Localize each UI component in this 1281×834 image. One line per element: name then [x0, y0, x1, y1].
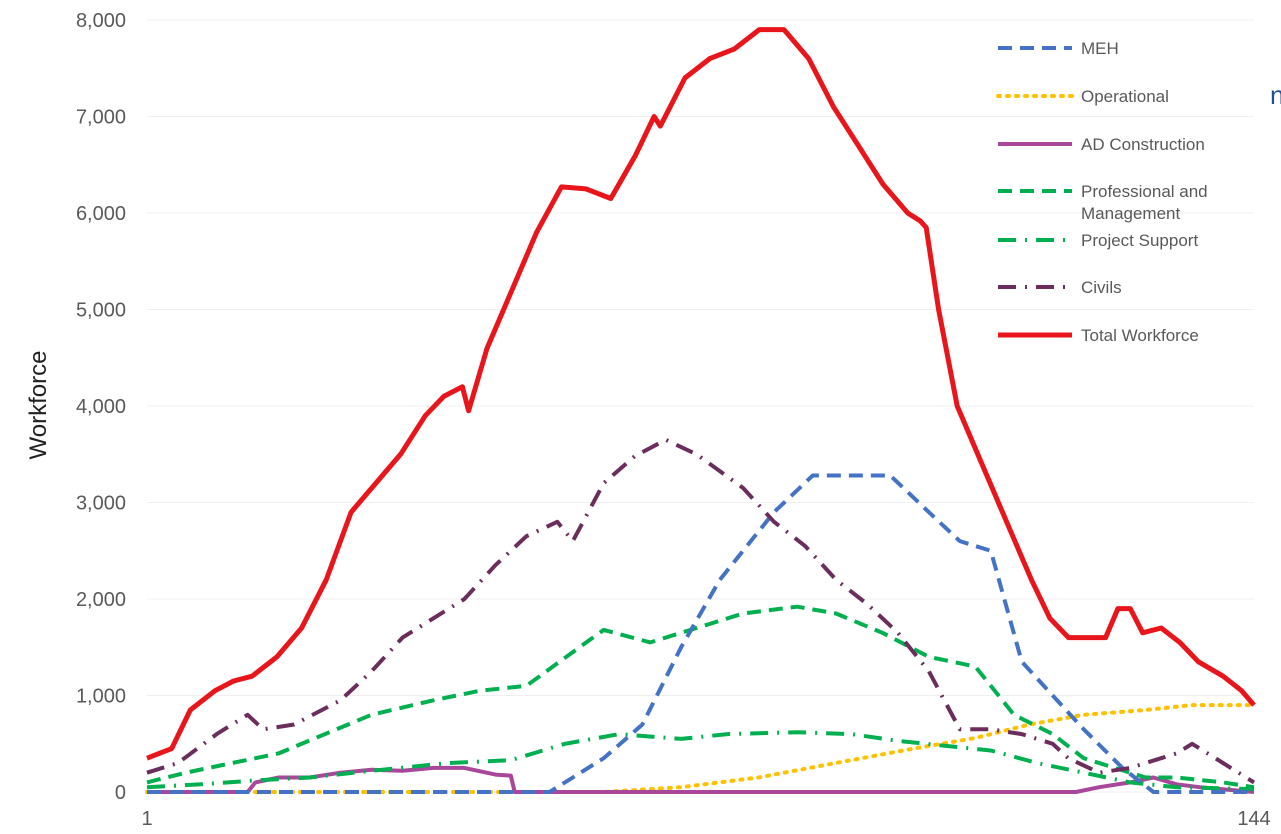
legend-label: Operational: [1081, 87, 1169, 106]
legend-label: MEH: [1081, 39, 1119, 58]
y-axis-label: Workforce: [25, 351, 52, 460]
y-tick-label: 4,000: [76, 396, 126, 418]
y-tick-label: 3,000: [76, 493, 126, 515]
legend: MEH Operational AD Construction Professiona…: [996, 39, 1208, 345]
legend-label: Civils: [1081, 278, 1122, 297]
series-line-professional-and-management: [146, 604, 1255, 790]
y-tick-label: 6,000: [76, 203, 126, 225]
legend-label: Professional and Management: [1081, 182, 1208, 223]
y-tick-label: 5,000: [76, 300, 126, 322]
y-axis-tick-labels: 0 1,000 2,000 3,000 4,000 5,000 6,000 7,000 8,00…: [76, 10, 126, 804]
legend-label: AD Construction: [1081, 135, 1205, 154]
series-line-meh: [147, 473, 1254, 794]
x-axis-tick-labels: 1 144: [141, 808, 1270, 830]
legend-label: Total Workforce: [1081, 326, 1199, 345]
y-tick-label: 8,000: [76, 10, 126, 32]
y-tick-label: 2,000: [76, 589, 126, 611]
page-edge-fragment-n: n: [1270, 80, 1281, 110]
series-line-total-workforce: [146, 27, 1256, 761]
series-line-operational: [145, 703, 1256, 794]
x-tick-label: 144: [1237, 808, 1270, 830]
legend-label: Project Support: [1081, 231, 1198, 250]
series-line-project-support: [146, 730, 1255, 792]
series-line-civils: [146, 437, 1256, 785]
y-tick-label: 7,000: [76, 107, 126, 129]
y-tick-label: 0: [115, 782, 126, 804]
series-line-ad-construction: [147, 765, 1255, 794]
x-tick-label: 1: [141, 808, 152, 830]
y-tick-label: 1,000: [76, 686, 126, 708]
series-lines: [145, 27, 1256, 794]
